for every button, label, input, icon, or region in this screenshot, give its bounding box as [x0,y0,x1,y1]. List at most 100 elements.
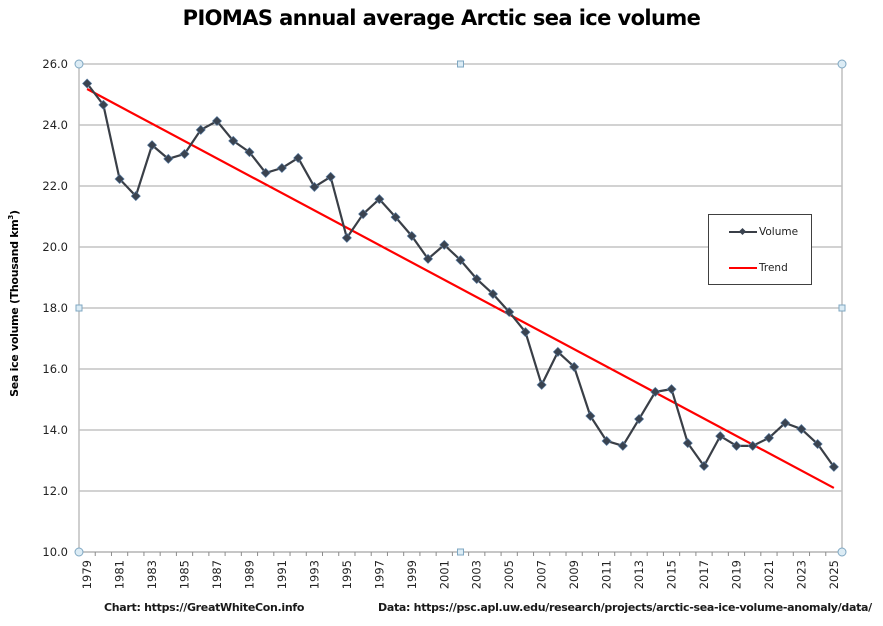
y-tick-label: 20.0 [42,240,68,254]
x-tick-label: 1991 [275,560,289,589]
y-tick-label: 14.0 [42,423,68,437]
corner-resize-handle[interactable] [74,59,84,69]
edge-resize-handle[interactable] [75,304,83,312]
edge-resize-handle[interactable] [838,304,846,312]
y-tick-label: 22.0 [42,179,68,193]
x-tick-label: 1983 [145,560,159,589]
edge-resize-handle[interactable] [457,548,464,556]
data-point-1981 [114,173,125,185]
gridlines [79,63,842,492]
data-point-2010 [585,410,596,421]
data-point-2003 [471,274,482,285]
x-tick-label: 1993 [307,560,321,589]
data-point-1983 [147,140,158,151]
data-point-2023 [796,424,807,435]
corner-resize-handle[interactable] [837,547,847,557]
x-tick-label: 2021 [762,560,776,589]
x-tick-label: 1987 [210,560,224,589]
legend-item-volume: Volume [729,225,798,239]
data-point-2018 [715,431,726,442]
data-point-2017 [698,460,710,472]
data-point-2021 [763,432,774,443]
y-axis-title-superscript: 3 [7,215,16,220]
y-tick-label: 10.0 [42,545,68,559]
x-tick-label: 1989 [242,560,256,589]
x-tick-label: 2005 [502,560,516,589]
x-tick-label: 1979 [80,560,94,589]
legend-label-trend: Trend [759,262,788,274]
selection-handles [74,59,847,557]
chart-credit: Chart: https://GreatWhiteCon.info [104,601,305,614]
edge-resize-handle[interactable] [457,60,464,68]
data-point-2025 [828,461,839,472]
data-point-1980 [98,99,109,110]
data-point-1992 [293,152,304,163]
data-credit: Data: https://psc.apl.uw.edu/research/pr… [378,601,872,614]
data-point-1994 [325,171,336,182]
data-point-1984 [163,153,174,164]
volume-line-marker-icon [729,225,757,239]
data-point-1989 [244,147,255,158]
data-point-1991 [276,162,287,174]
data-point-1998 [390,212,401,223]
data-point-1987 [211,116,223,127]
data-point-1985 [179,148,190,159]
volume-series [82,78,839,472]
corner-resize-handle[interactable] [837,59,847,69]
x-tick-label: 2025 [827,560,841,589]
data-point-1993 [309,181,320,192]
data-point-2000 [423,253,434,264]
data-point-2008 [552,346,563,357]
x-tick-label: 2009 [567,560,581,589]
x-tick-label: 2011 [600,560,614,589]
data-point-2020 [747,440,758,451]
y-axis-title-text: Sea ice volume (Thousand km [7,219,21,397]
x-tick-label: 1999 [405,560,419,589]
data-point-2002 [455,255,466,266]
x-tick-label: 2015 [665,560,679,589]
data-point-2022 [780,417,791,429]
y-axis-title: Sea ice volume (Thousand km3) [7,210,21,397]
x-tick-label: 2007 [535,560,549,589]
data-point-1996 [358,209,369,220]
data-point-2004 [487,288,498,299]
data-point-2014 [650,386,661,397]
x-tick-label: 2003 [470,560,484,589]
trend-series [86,88,835,489]
data-point-1982 [130,191,141,202]
axes: 10.0 12.0 14.0 16.0 18.0 20.0 22.0 24.0 26.0 1979… [42,57,843,589]
x-tick-label: 1985 [178,560,192,589]
data-point-2001 [439,239,450,250]
data-point-2006 [520,327,531,338]
trend-line-icon [729,261,757,275]
data-point-2013 [634,413,645,425]
y-axis-title-close: ) [7,210,21,216]
legend[interactable]: Volume Trend [708,214,812,285]
data-point-2024 [812,439,823,450]
x-tick-label: 1997 [372,560,386,589]
chart-title: PIOMAS annual average Arctic sea ice vol… [182,6,701,30]
data-point-1988 [228,135,239,146]
legend-item-trend: Trend [729,261,788,275]
y-tick-label: 16.0 [42,362,68,376]
x-tick-label: 2023 [794,560,808,589]
data-point-2007 [536,379,547,390]
trend-line [86,88,835,489]
data-point-1979 [82,78,93,89]
data-point-1997 [374,194,385,205]
data-point-2012 [617,440,628,451]
x-tick-label: 2019 [729,560,743,589]
y-tick-label: 26.0 [42,57,68,71]
y-tick-label: 12.0 [42,484,68,498]
y-tick-label: 24.0 [42,118,68,132]
legend-label-volume: Volume [759,226,799,238]
y-tick-label: 18.0 [42,301,68,315]
x-tick-label: 1995 [340,560,354,589]
data-point-2011 [601,435,612,447]
data-point-2016 [682,438,693,449]
corner-resize-handle[interactable] [74,547,84,557]
data-point-1986 [195,124,206,135]
data-point-2009 [569,361,580,372]
data-point-2019 [731,440,742,451]
